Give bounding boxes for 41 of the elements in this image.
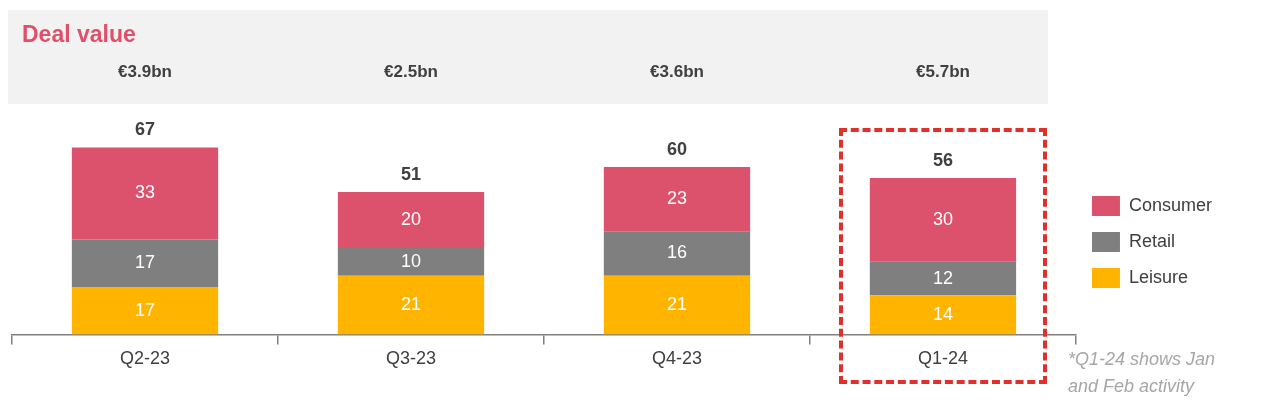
bar — [869, 295, 1017, 335]
bar — [71, 147, 219, 240]
chart-title: Deal value — [22, 21, 136, 48]
bar — [869, 178, 1017, 262]
bar — [603, 166, 751, 232]
data-label: 17 — [134, 252, 156, 273]
x-tick-label: Q3-23 — [385, 348, 436, 369]
data-label: 21 — [666, 294, 687, 315]
total-label: 51 — [400, 164, 421, 185]
bar — [869, 261, 1017, 296]
total-label: 67 — [134, 119, 156, 140]
data-label: 10 — [400, 250, 421, 271]
data-label: 21 — [400, 294, 421, 315]
text: €3.9bn — [118, 61, 172, 81]
text: €2.5bn — [384, 61, 438, 81]
bar — [603, 231, 751, 276]
x-tick-label: Q2-23 — [119, 348, 171, 369]
bar — [337, 247, 485, 276]
bar — [337, 192, 485, 248]
data-label: 14 — [932, 303, 953, 324]
text: €3.6bn — [650, 61, 704, 81]
total-label: 60 — [666, 138, 687, 159]
data-label: 16 — [666, 242, 687, 263]
data-label: 23 — [666, 188, 687, 208]
data-label: 33 — [134, 182, 156, 203]
bar — [71, 286, 219, 335]
x-tick-label: Q1-24 — [917, 348, 968, 369]
data-label: 20 — [400, 208, 421, 229]
data-label: 30 — [932, 208, 953, 229]
bar — [603, 275, 751, 335]
bar — [337, 275, 485, 335]
x-tick-label: Q4-23 — [651, 348, 702, 369]
data-label: 17 — [134, 299, 156, 320]
text: *Q1-24 shows Jan and Feb activity — [1068, 349, 1216, 396]
data-label: 12 — [932, 267, 953, 288]
total-label: 56 — [932, 150, 953, 171]
text: €5.7bn — [916, 61, 970, 81]
legend-label: Leisure — [1128, 266, 1189, 287]
legend-label: Consumer — [1128, 194, 1213, 215]
legend-label: Retail — [1128, 230, 1175, 251]
bar — [71, 239, 219, 287]
